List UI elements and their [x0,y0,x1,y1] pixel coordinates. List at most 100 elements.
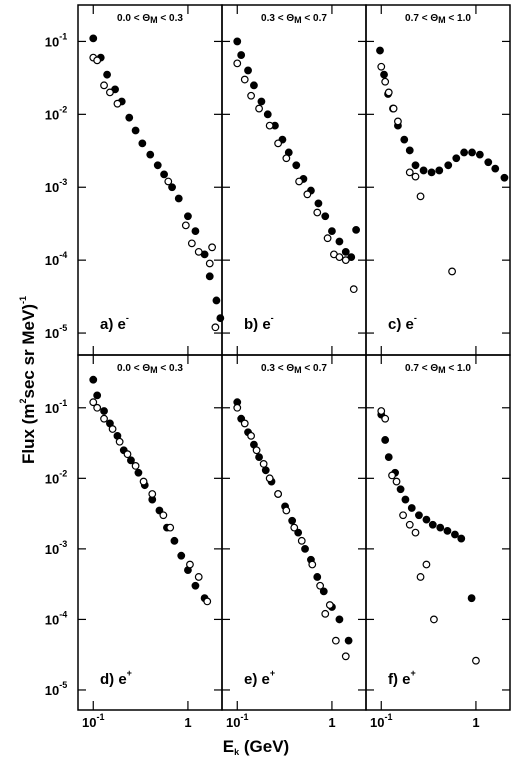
data-point [181,221,190,230]
data-point [422,515,431,524]
panel-title: 0.7 < ΘM < 1.0 [405,13,471,26]
data-point [448,267,456,276]
text-part: 10 [45,254,59,269]
text-part: 10 [45,326,59,341]
data-point [247,91,255,100]
text-part: -1 [384,712,392,722]
x-tick-label: 1 [184,715,191,730]
y-tick-label: 10-2 [45,469,67,487]
data-point [430,615,438,624]
data-point [472,656,480,665]
data-point [335,237,344,246]
data-point [168,183,176,192]
data-point [428,520,437,529]
data-point [294,528,303,537]
data-point [288,516,297,525]
y-tick-label: 10-2 [45,105,67,123]
data-point [290,523,299,532]
data-point [303,190,312,199]
text-part: - [271,313,274,323]
data-point [100,407,108,415]
data-point [396,485,405,494]
panel-frame [365,4,511,356]
data-point [500,173,509,182]
data-point [376,46,384,55]
text-part: < 0.7 [302,13,328,24]
text-part: c) e [388,316,414,333]
data-point [139,477,148,486]
data-point [321,609,330,618]
data-point [460,148,469,157]
data-point [125,113,134,122]
data-point [138,139,147,148]
text-part: M [150,15,158,25]
text-part: 10 [45,401,59,416]
data-point [123,450,132,459]
panel-label: a) e- [100,313,129,333]
text-part: -1 [59,32,67,42]
data-point [159,511,168,520]
data-point [170,536,179,545]
data-point [313,573,322,581]
y-tick-label: 10-4 [45,251,67,269]
data-point [247,431,255,440]
data-point [191,227,200,236]
data-point [93,403,102,412]
data-point [187,239,196,248]
data-point [194,573,203,581]
text-part: -2 [59,105,67,115]
text-part: -1 [59,398,67,408]
data-point [401,495,410,504]
text-part: a) e [100,316,126,333]
text-part: f) e [388,671,411,688]
data-point [328,227,336,236]
text-part: k [234,747,240,757]
text-part: - [126,313,129,323]
data-point [325,601,334,609]
data-point [411,172,420,181]
text-part: M [438,15,446,25]
data-point [323,234,332,243]
data-point [411,528,420,537]
text-part: 2 [18,399,28,404]
data-point [377,62,386,71]
data-point [244,66,252,75]
text-part: -1 [96,712,104,722]
data-point [240,419,249,428]
data-point [405,146,414,155]
data-point [282,506,291,515]
text-part: e) e [244,671,270,688]
text-part: 10 [45,181,59,196]
data-point [316,581,325,590]
data-point [177,551,186,560]
data-point [106,88,114,97]
panel-label: c) e- [388,313,417,333]
text-part: Flux (m [19,404,38,464]
data-point [435,166,444,175]
data-point [451,530,459,539]
data-point [467,594,476,603]
data-point [308,560,317,569]
text-part: M [438,365,446,375]
text-part: d) e [100,671,127,688]
data-point [108,425,117,433]
text-part: 0.7 < Θ [405,13,438,24]
data-point [491,164,500,173]
text-part: 10 [45,35,59,50]
text-part: 0.0 < Θ [117,13,150,24]
data-point [292,161,301,170]
x-tick-label: 1 [328,715,335,730]
data-point [444,161,453,170]
data-point [160,170,168,179]
data-point [282,154,291,163]
data-point [100,414,108,423]
panel-title: 0.0 < ΘM < 0.3 [117,363,183,376]
data-point [131,126,140,135]
data-point [392,477,401,486]
data-point [335,615,344,624]
data-point [475,150,484,159]
text-part: 10 [45,613,59,628]
text-part: E [223,737,234,756]
text-part: < 0.3 [158,13,184,24]
